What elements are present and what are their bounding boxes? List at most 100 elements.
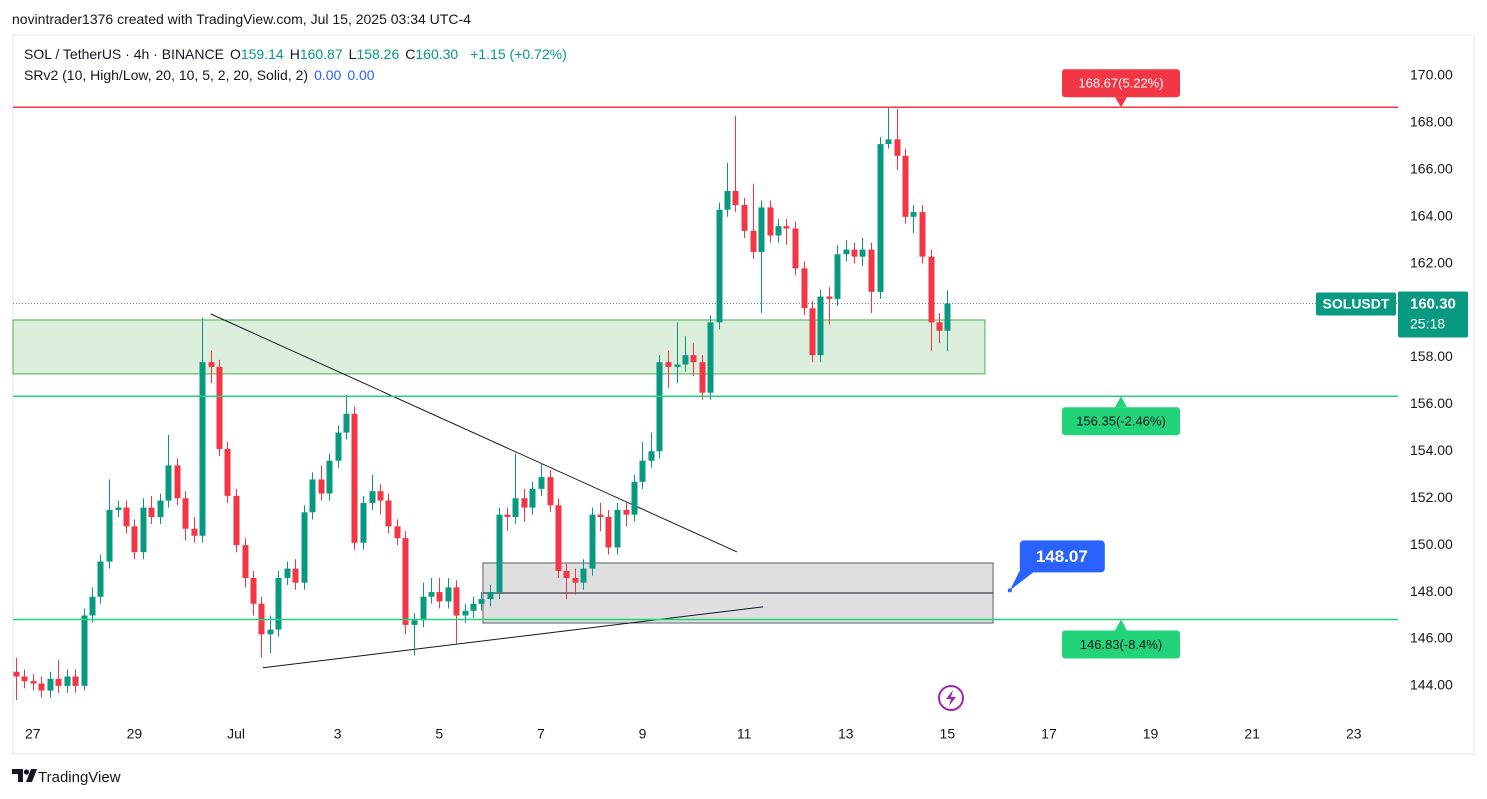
y-tick-label: 166.00 xyxy=(1410,161,1453,177)
candle-body xyxy=(326,460,333,494)
candle-body xyxy=(478,599,485,604)
candle-body xyxy=(834,254,841,299)
candle-body xyxy=(758,207,765,252)
level-label-pointer xyxy=(1115,97,1127,108)
symbol-title: SOL / TetherUS · 4h · BINANCE xyxy=(24,46,224,62)
candle-body xyxy=(140,507,147,553)
ohlc-value: 159.14 xyxy=(240,46,284,62)
candle-body xyxy=(623,509,630,515)
candle-body xyxy=(512,498,519,517)
candle-body xyxy=(351,413,358,543)
candle-body xyxy=(936,322,943,331)
callout-point xyxy=(1007,588,1012,593)
lightning-icon[interactable] xyxy=(938,685,964,711)
ohlc-key: O xyxy=(229,46,241,62)
candle-body xyxy=(445,587,452,602)
candle-body xyxy=(115,507,122,510)
candle-body xyxy=(250,577,257,604)
level-label-box xyxy=(1062,630,1180,659)
candle-body xyxy=(106,509,113,562)
candle-body xyxy=(665,362,672,367)
candle-body xyxy=(877,144,884,292)
candle-body xyxy=(580,568,587,583)
header: novintrader1376 created with TradingView… xyxy=(12,11,471,27)
x-tick-label: 11 xyxy=(737,726,752,742)
candle-body xyxy=(13,671,20,677)
callout-box xyxy=(1019,540,1105,573)
x-tick-label: 19 xyxy=(1143,726,1159,742)
candle-body xyxy=(343,413,350,433)
y-tick-label: 152.00 xyxy=(1410,489,1453,505)
candle-body xyxy=(394,526,401,539)
level-label: 146.83(-8.4%) xyxy=(1080,637,1162,652)
candle-body xyxy=(38,683,45,691)
legend-main: SOL / TetherUS · 4h · BINANCE O159.14 H160… xyxy=(24,46,573,62)
candle-body xyxy=(605,516,612,548)
candle-body xyxy=(64,676,71,686)
y-tick-label: 144.00 xyxy=(1410,677,1453,693)
candle-body xyxy=(436,592,443,602)
candle-body xyxy=(656,362,663,452)
callout-label: 148.07 xyxy=(1036,547,1088,566)
candle-body xyxy=(224,448,231,496)
candle-body xyxy=(21,676,28,682)
level-label: 156.35(-2.46%) xyxy=(1076,414,1166,429)
candle-body xyxy=(767,207,774,236)
candle-body xyxy=(792,228,799,269)
logo xyxy=(12,769,37,782)
candle-body xyxy=(707,322,714,393)
indicator-value: 0.00 xyxy=(314,67,342,83)
y-tick-label: 170.00 xyxy=(1410,67,1453,83)
x-tick-label: 9 xyxy=(639,726,647,742)
x-tick-label: 29 xyxy=(127,726,143,742)
candle-body xyxy=(750,230,757,252)
ohlc-value: 160.30 xyxy=(415,46,459,62)
candle-body xyxy=(741,205,748,231)
ohlc-key: C xyxy=(405,46,416,62)
candle-body xyxy=(944,303,951,331)
ohlc-value: 158.26 xyxy=(356,46,400,62)
candle-body xyxy=(589,514,596,569)
level-label-pointer xyxy=(1115,619,1127,631)
x-tick-label: 23 xyxy=(1346,726,1362,742)
x-tick-label: 7 xyxy=(537,726,545,742)
y-tick-label: 156.00 xyxy=(1410,395,1453,411)
candle-body xyxy=(30,681,37,684)
candle-body xyxy=(529,488,536,508)
candle-body xyxy=(496,514,503,593)
candle-body xyxy=(724,190,731,210)
y-tick-label: 168.00 xyxy=(1410,114,1453,130)
ohlc-key: L xyxy=(348,46,357,62)
zone xyxy=(12,319,986,375)
legend-indicator: SRv2 (10, High/Low, 20, 10, 5, 2, 20, So… xyxy=(24,67,381,83)
candle-body xyxy=(910,212,917,217)
candle-body xyxy=(699,362,706,393)
indicator: SRv2 (10, High/Low, 20, 10, 5, 2, 20, So… xyxy=(24,67,309,83)
candle-body xyxy=(157,500,164,517)
symbol-tag xyxy=(1316,292,1396,316)
candle-body xyxy=(817,296,824,356)
candle-body xyxy=(360,502,367,543)
countdown: 25:18 xyxy=(1410,315,1445,331)
candle-body xyxy=(208,362,215,367)
price-tag-label: 160.30 xyxy=(1410,296,1456,313)
candle-body xyxy=(174,465,181,499)
candle-body xyxy=(148,507,155,517)
y-tick-label: 148.00 xyxy=(1410,583,1453,599)
candle-body xyxy=(309,479,316,513)
candle-body xyxy=(369,491,376,503)
candle-body xyxy=(572,577,579,583)
candle-body xyxy=(843,249,850,255)
candle-body xyxy=(385,500,392,527)
y-tick-label: 162.00 xyxy=(1410,254,1453,270)
candle-body xyxy=(631,481,638,515)
price-tag xyxy=(1398,291,1468,338)
level-label-box xyxy=(1062,69,1180,98)
x-tick-label: 15 xyxy=(940,726,956,742)
candle-body xyxy=(868,249,875,292)
change: +1.15 (+0.72%) xyxy=(470,46,567,62)
candle-body xyxy=(487,592,494,600)
candle-body xyxy=(470,603,477,611)
candle-body xyxy=(928,256,935,323)
ohlc: O159.14 H160.87 L158.26 C160.30 xyxy=(230,46,464,62)
